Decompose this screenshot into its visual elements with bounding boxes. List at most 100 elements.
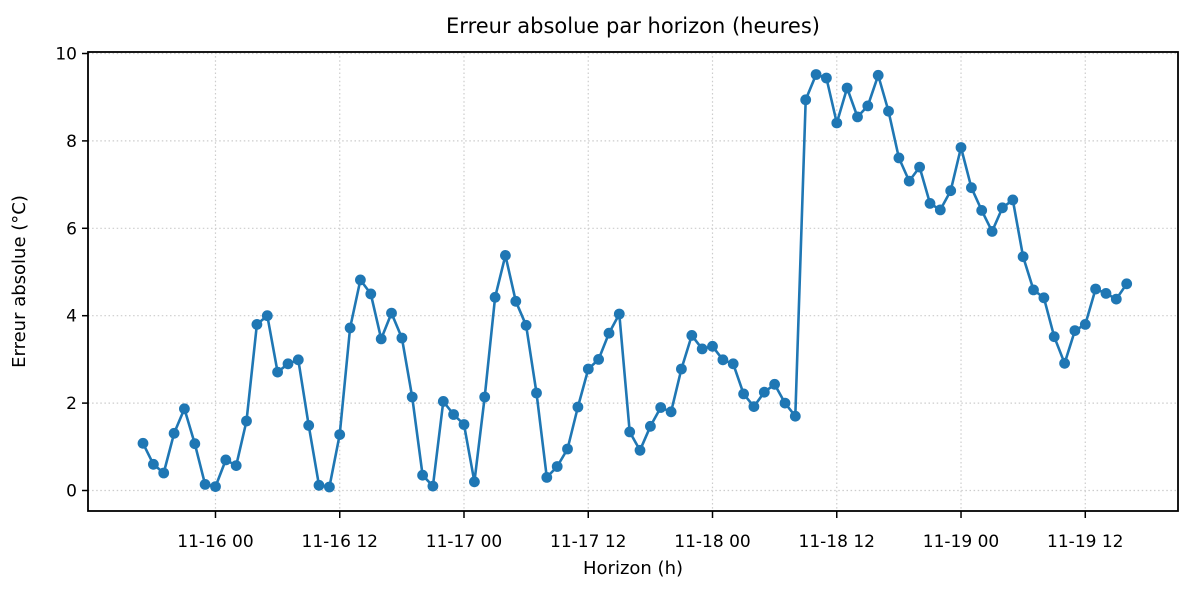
data-point-marker <box>189 438 201 450</box>
data-point-marker <box>582 363 594 375</box>
data-point-marker <box>707 340 718 352</box>
data-point-marker <box>986 226 998 237</box>
data-point-marker <box>355 274 366 286</box>
data-point-marker <box>448 409 459 420</box>
data-point-marker <box>1100 288 1112 299</box>
data-point-marker <box>665 406 677 418</box>
data-point-marker <box>1121 278 1133 290</box>
data-point-marker <box>375 333 387 345</box>
x-tick-label: 11-16 12 <box>302 532 378 552</box>
data-point-marker <box>872 69 884 81</box>
data-point-marker <box>976 205 988 216</box>
data-point-marker <box>1069 325 1081 336</box>
data-point-marker <box>966 182 977 194</box>
y-tick-label: 0 <box>66 482 77 502</box>
data-point-marker <box>1110 293 1122 305</box>
data-point-marker <box>261 310 273 322</box>
data-point-marker <box>624 426 636 438</box>
series-line <box>141 73 1128 489</box>
data-point-marker <box>386 307 397 319</box>
data-point-marker <box>1038 292 1050 304</box>
x-axis-label: Horizon (h) <box>583 558 683 579</box>
data-point-marker <box>241 415 252 427</box>
x-tick-label: 11-19 12 <box>1047 532 1123 552</box>
data-point-marker <box>220 454 232 466</box>
data-point-marker <box>1048 331 1060 343</box>
data-point-marker <box>469 476 480 488</box>
data-point-marker <box>852 111 863 123</box>
data-point-marker <box>541 472 553 483</box>
data-point-marker <box>655 402 667 413</box>
data-point-marker <box>479 391 491 403</box>
data-point-marker <box>789 410 801 422</box>
data-point-marker <box>344 322 356 334</box>
data-point-marker <box>903 175 915 187</box>
data-point-marker <box>489 291 501 303</box>
data-point-marker <box>365 288 377 300</box>
data-point-marker <box>1017 251 1029 263</box>
data-point-marker <box>934 204 946 216</box>
data-point-marker <box>696 343 708 355</box>
data-point-marker <box>914 161 925 173</box>
data-point-marker <box>686 330 698 341</box>
data-point-marker <box>997 202 1008 214</box>
data-point-marker <box>727 358 739 370</box>
data-point-marker <box>179 403 190 415</box>
data-point-marker <box>551 461 563 472</box>
tick-marks-and-labels: 0 2 4 6 8 10 11-16 00 11-16 12 11-17 00 11-17 12 1… <box>55 45 1123 553</box>
data-point-marker <box>313 479 325 491</box>
y-tick-label: 4 <box>66 307 77 327</box>
data-point-marker <box>717 354 729 366</box>
data-point-marker <box>738 388 749 400</box>
y-tick-label: 2 <box>66 394 77 414</box>
data-point-marker <box>1028 284 1039 296</box>
y-tick-label: 6 <box>66 219 77 239</box>
data-point-marker <box>945 185 957 197</box>
data-point-marker <box>645 420 656 432</box>
x-tick-label: 11-18 12 <box>799 532 875 552</box>
data-point-marker <box>593 354 604 365</box>
data-point-marker <box>520 319 532 331</box>
x-tick-label: 11-16 00 <box>177 532 253 552</box>
y-tick-label: 8 <box>66 132 77 152</box>
data-point-marker <box>148 458 159 470</box>
data-point-marker <box>810 69 822 80</box>
data-point-marker <box>137 437 149 449</box>
data-point-marker <box>292 354 304 366</box>
data-point-marker <box>758 386 770 398</box>
data-point-marker <box>427 480 439 492</box>
data-point-marker <box>168 427 180 439</box>
data-point-marker <box>1079 319 1091 330</box>
y-axis-label: Erreur absolue (°C) <box>9 195 30 368</box>
data-point-marker <box>158 467 170 479</box>
error-line-series <box>137 69 1133 493</box>
data-point-marker <box>458 419 470 430</box>
x-tick-label: 11-19 00 <box>923 532 999 552</box>
data-point-marker <box>862 100 874 112</box>
data-point-marker <box>437 396 449 407</box>
data-point-marker <box>272 366 283 378</box>
axes <box>87 51 1179 512</box>
x-tick-label: 11-17 00 <box>426 532 502 552</box>
data-point-marker <box>883 105 894 117</box>
y-tick-label: 10 <box>55 45 77 65</box>
x-tick-label: 11-17 12 <box>550 532 626 552</box>
data-point-marker <box>334 429 346 440</box>
data-point-marker <box>282 358 294 370</box>
data-point-marker <box>251 319 263 330</box>
data-point-marker <box>613 308 625 320</box>
data-point-marker <box>634 444 646 456</box>
data-point-marker <box>748 401 760 412</box>
data-point-marker <box>406 391 418 403</box>
data-point-marker <box>531 387 542 399</box>
data-point-marker <box>303 420 315 431</box>
data-point-marker <box>324 481 335 493</box>
x-tick-label: 11-18 00 <box>674 532 750 552</box>
data-point-marker <box>572 401 584 413</box>
data-point-marker <box>676 363 687 375</box>
plot-area <box>88 52 1178 511</box>
data-point-marker <box>800 94 812 106</box>
data-point-marker <box>779 397 791 409</box>
